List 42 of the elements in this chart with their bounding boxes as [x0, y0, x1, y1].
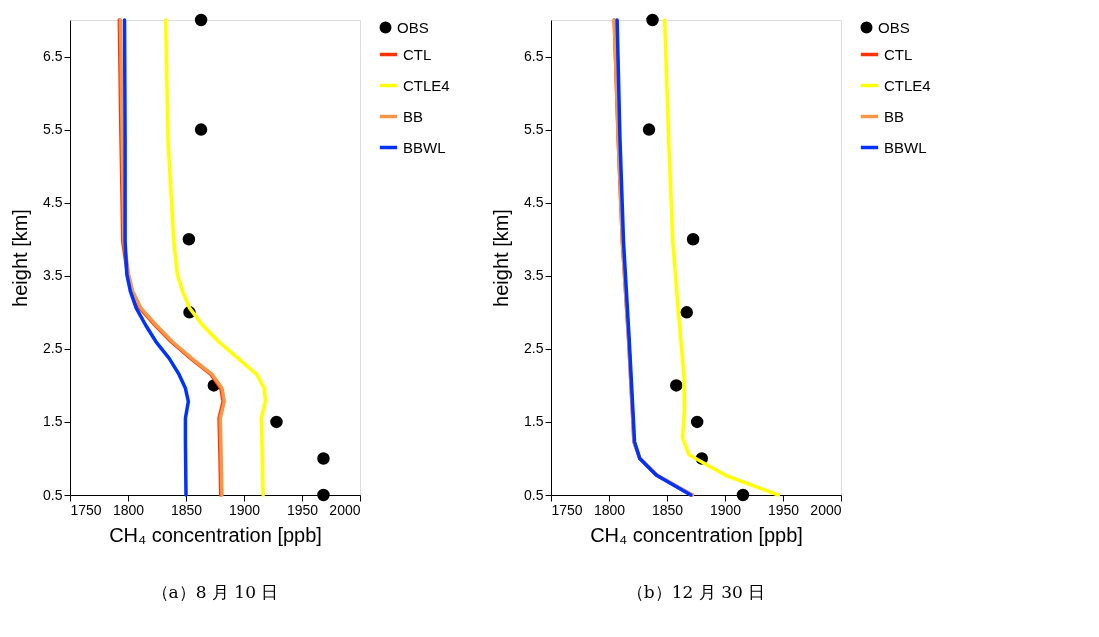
y-tick-label: 2.5	[43, 340, 63, 357]
y-tick-label: 3.5	[524, 267, 544, 284]
legend-label: BB	[403, 107, 424, 125]
x-tick-label: 1750	[551, 501, 583, 518]
y-tick-label: 1.5	[524, 413, 544, 430]
y-axis-title: height [km]	[9, 209, 32, 307]
x-tick-label: 1950	[767, 501, 800, 518]
legend-label: OBS	[397, 18, 429, 36]
x-axis-title: CH₄ concentration [ppb]	[590, 523, 803, 546]
x-tick-label: 1800	[593, 501, 626, 518]
y-tick-label: 3.5	[43, 267, 63, 284]
y-tick-label: 4.5	[524, 194, 544, 211]
legend-label: BB	[884, 107, 905, 125]
x-tick-label: 1850	[651, 501, 684, 518]
x-tick-label: 1900	[228, 501, 261, 518]
x-tick-label: 2000	[810, 501, 842, 518]
x-tick-label: 1800	[112, 501, 145, 518]
y-tick-label: 0.5	[43, 486, 63, 503]
y-axis-title: height [km]	[490, 209, 513, 307]
x-tick-label: 1850	[170, 501, 203, 518]
x-tick-label: 1950	[286, 501, 319, 518]
x-tick-label: 2000	[329, 501, 361, 518]
y-tick-label: 2.5	[524, 340, 544, 357]
y-tick-label: 6.5	[43, 48, 63, 65]
legend-label: CTL	[403, 45, 432, 63]
x-tick-label: 1900	[709, 501, 742, 518]
y-tick-label: 4.5	[43, 194, 63, 211]
legend-label: BBWL	[403, 138, 446, 156]
y-tick-label: 5.5	[43, 121, 63, 138]
x-tick-label: 1750	[70, 501, 102, 518]
legend-label: BBWL	[884, 138, 927, 156]
text: （b）12 月 30 日	[626, 582, 766, 602]
x-axis-title: CH₄ concentration [ppb]	[109, 523, 322, 546]
y-tick-label: 5.5	[524, 121, 544, 138]
y-tick-label: 1.5	[43, 413, 63, 430]
legend-label: CTL	[884, 45, 913, 63]
y-tick-label: 6.5	[524, 48, 544, 65]
legend-label: CTLE4	[884, 76, 931, 94]
legend-label: OBS	[878, 18, 910, 36]
legend-label: CTLE4	[403, 76, 450, 94]
y-tick-label: 0.5	[524, 486, 544, 503]
text: （a）8 月 10 日	[151, 582, 279, 602]
